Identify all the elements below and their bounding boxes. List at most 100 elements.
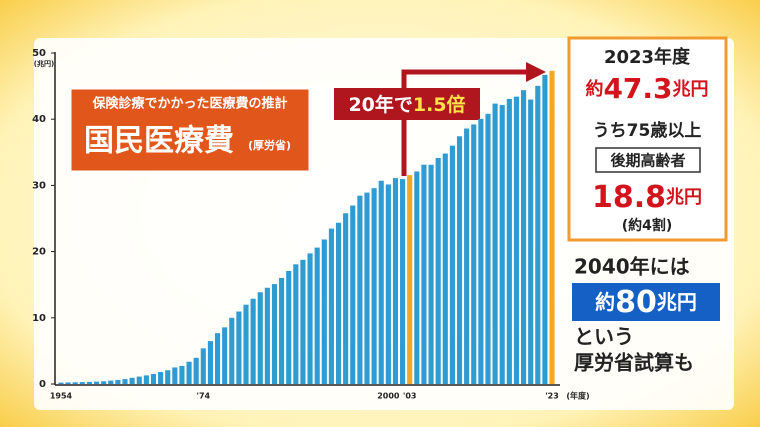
bar	[378, 180, 384, 384]
y-tick-label: 20	[32, 247, 46, 258]
elderly-intro: うち75歳以上	[593, 120, 702, 141]
bar	[207, 341, 213, 384]
elderly-share: (約4割)	[622, 217, 673, 234]
bar	[456, 136, 463, 384]
total-number: 47.3	[603, 72, 672, 105]
bar	[407, 175, 413, 384]
forecast-unit: 兆円	[657, 290, 697, 314]
bar	[506, 98, 512, 385]
y-tick-label: 10	[32, 313, 46, 324]
x-tick-label: '03	[403, 392, 417, 401]
callout: 20年で1.5倍	[348, 93, 465, 116]
bar	[65, 382, 71, 384]
y-unit: (兆円)	[34, 59, 54, 68]
bar	[186, 361, 192, 384]
bar	[414, 171, 420, 384]
bar	[335, 222, 342, 384]
title-subtitle: 保険診療でかかった医療費の推計	[91, 96, 287, 112]
bar	[229, 317, 235, 384]
title-source: (厚労省)	[248, 138, 291, 152]
bar	[350, 205, 356, 384]
bar	[72, 382, 78, 384]
bar	[471, 124, 477, 384]
bar	[214, 333, 221, 384]
y-tick-label: 40	[32, 114, 46, 125]
bar	[179, 365, 185, 384]
bar	[513, 96, 520, 384]
bar	[93, 381, 100, 384]
bar	[193, 357, 199, 384]
bar	[293, 264, 299, 384]
bar	[150, 373, 157, 384]
bar	[478, 118, 484, 385]
bar	[108, 380, 114, 384]
bar	[435, 157, 441, 384]
bar	[250, 298, 256, 384]
bar	[172, 367, 178, 384]
bar	[264, 287, 270, 384]
title: 国民医療費	[84, 124, 234, 159]
bar	[449, 145, 455, 384]
bar	[136, 376, 142, 384]
x-tick-label: 2000	[377, 392, 400, 401]
bar	[400, 179, 406, 384]
bar	[222, 327, 228, 384]
forecast-line2: 厚労省試算も	[574, 351, 694, 375]
x-tick-label: '23	[545, 392, 559, 401]
bar	[321, 239, 327, 384]
elderly-unit: 兆円	[666, 187, 702, 208]
bar	[442, 153, 448, 384]
forecast-intro: 2040年には	[574, 255, 690, 279]
bar	[129, 377, 135, 384]
arrow-line	[401, 69, 528, 176]
callout-highlight: 1.5倍	[413, 93, 466, 116]
bar	[143, 375, 149, 384]
info-panel	[567, 36, 728, 242]
callout-box	[334, 88, 480, 120]
forecast-number: 80	[615, 285, 657, 320]
elderly-label: 後期高齢者	[609, 152, 685, 170]
bar	[371, 188, 377, 384]
bar	[364, 192, 370, 384]
bar	[421, 164, 427, 384]
bar	[549, 70, 555, 385]
total-unit: 兆円	[673, 79, 709, 100]
bar	[58, 382, 64, 384]
bar	[343, 213, 349, 384]
bar	[158, 372, 164, 384]
elderly-label-box	[595, 147, 701, 173]
bar	[271, 284, 278, 384]
bar	[314, 247, 320, 384]
bar	[115, 379, 121, 384]
forecast-box	[572, 283, 720, 321]
callout-text: 20年で	[348, 93, 412, 116]
bar	[257, 292, 263, 384]
bar	[122, 379, 128, 384]
bar	[101, 381, 107, 384]
bar	[392, 178, 399, 384]
panel-total: 約47.3兆円	[585, 72, 708, 105]
bar	[521, 90, 527, 385]
bar	[79, 382, 85, 384]
x-tick-label: 1954	[50, 392, 73, 401]
total-prefix: 約	[585, 78, 603, 100]
forecast-value: 約80兆円	[595, 285, 697, 320]
bar	[307, 253, 313, 384]
panel-elderly: 18.8兆円	[592, 180, 702, 215]
bar	[542, 74, 548, 384]
bar	[300, 259, 306, 384]
title-box	[68, 86, 312, 174]
bar	[485, 113, 491, 384]
elderly-number: 18.8	[592, 180, 666, 215]
bar	[357, 195, 363, 384]
bar	[385, 184, 391, 384]
bar	[492, 103, 498, 385]
bar	[499, 105, 505, 384]
bar	[279, 277, 285, 384]
bar	[200, 348, 206, 384]
bar	[535, 85, 541, 384]
bar	[328, 228, 334, 384]
panel-year: 2023年度	[604, 46, 691, 68]
forecast-prefix: 約	[595, 290, 615, 314]
